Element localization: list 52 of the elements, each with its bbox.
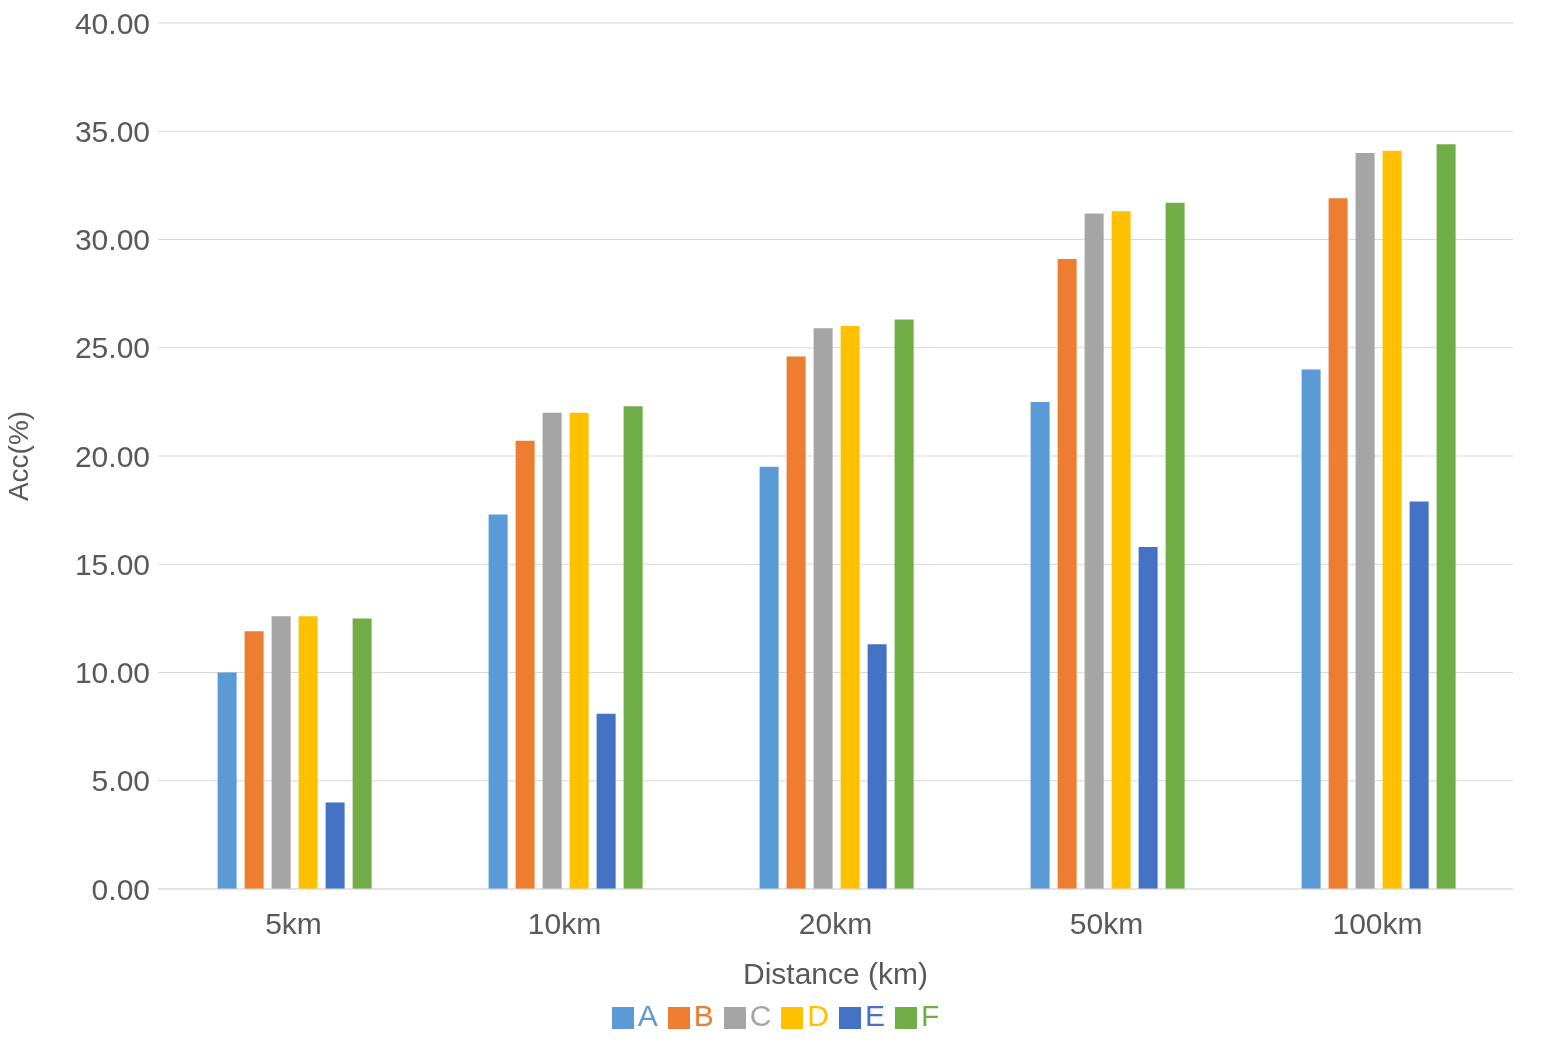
bar [1084,213,1104,889]
legend-label: B [693,999,714,1032]
y-tick-label: 25.00 [74,331,150,365]
x-tick-label: 100km [1332,907,1423,941]
bar [840,326,860,889]
bar [244,631,264,889]
x-tick-label: 5km [265,907,322,941]
bar [596,713,616,889]
y-tick-label: 15.00 [74,547,150,581]
bar [515,440,535,889]
bar [217,672,237,889]
y-tick-label: 10.00 [74,656,150,690]
bar [1138,546,1158,889]
bar [569,412,589,889]
y-axis-title: Acc(%) [2,410,34,502]
bar [352,618,372,889]
bar [1382,150,1402,889]
legend-label: E [865,999,886,1032]
y-tick-label: 40.00 [74,6,150,40]
x-tick-label: 50km [1069,907,1144,941]
y-tick-label: 30.00 [74,223,150,257]
bar [759,466,779,889]
bar [1328,198,1348,889]
bar [1111,211,1131,889]
bar [786,356,806,889]
bar [1436,144,1456,889]
bar [1409,501,1429,889]
legend-label: F [921,999,940,1032]
bar [813,328,833,889]
x-tick-label: 20km [798,907,873,941]
bar [325,802,345,889]
y-tick-label: 20.00 [74,439,150,473]
legend-label: C [749,999,772,1032]
x-axis-title: Distance (km) [742,957,929,990]
bar [894,319,914,889]
bar [1301,369,1321,889]
bar [542,412,562,889]
y-tick-label: 5.00 [91,764,150,798]
y-tick-label: 0.00 [91,872,150,906]
bar [1165,202,1185,889]
bar [271,616,291,889]
legend-label: D [807,999,830,1032]
bar [298,616,318,889]
bar [1355,152,1375,889]
bar [867,644,887,889]
x-tick-label: 10km [527,907,602,941]
bar [623,406,643,889]
bar [1057,258,1077,889]
y-tick-label: 35.00 [74,114,150,148]
legend-label: A [637,999,658,1032]
bar [488,514,508,889]
bar [1030,401,1050,889]
